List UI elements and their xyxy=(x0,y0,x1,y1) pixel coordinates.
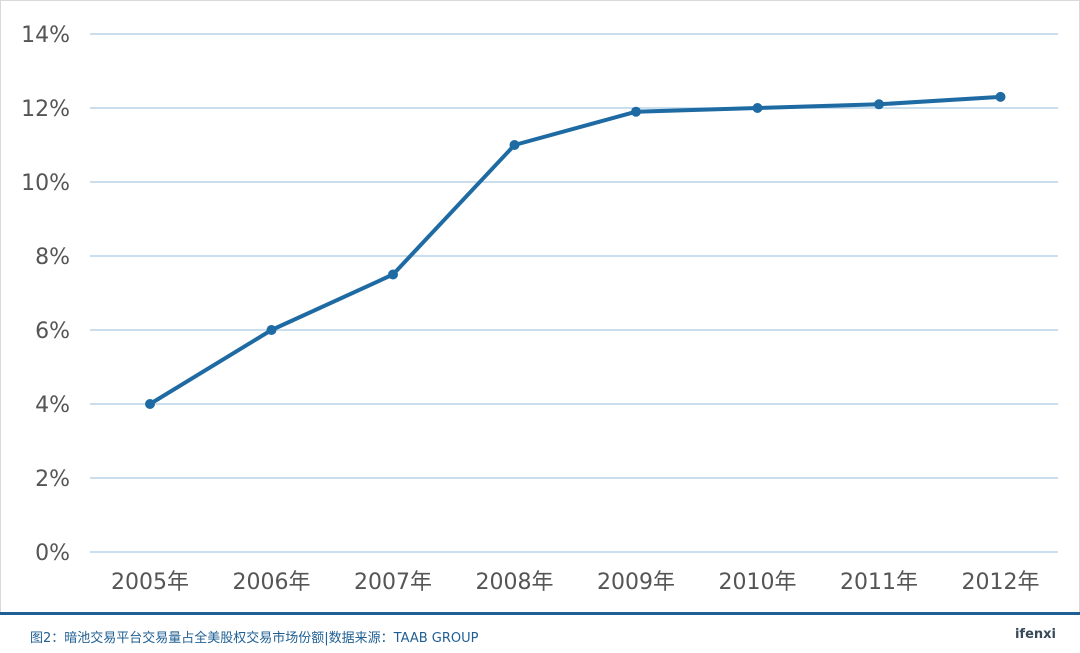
grid-lines xyxy=(90,33,1058,553)
series-line xyxy=(148,94,1003,406)
footer-rule xyxy=(0,612,1080,615)
x-tick-label: 2006年 xyxy=(233,570,311,595)
y-tick-label: 6% xyxy=(35,319,70,344)
y-tick-label: 10% xyxy=(21,171,70,196)
y-tick-label: 12% xyxy=(21,97,70,122)
x-tick-label: 2010年 xyxy=(719,570,797,595)
y-tick-label: 4% xyxy=(35,393,70,418)
y-tick-label: 0% xyxy=(35,541,70,566)
x-tick-label: 2008年 xyxy=(476,570,554,595)
series-layer xyxy=(145,91,1006,409)
data-point xyxy=(631,106,641,117)
data-point xyxy=(752,103,763,113)
y-axis-ticks: 0% 2% 4% 6% 8% 10% 12% 14% xyxy=(21,23,70,566)
data-point xyxy=(145,399,155,409)
footer: 图2：暗池交易平台交易量占全美股权交易市场份额|数据来源：TAAB GROUP … xyxy=(0,615,1080,653)
y-tick-label: 14% xyxy=(21,23,70,48)
x-tick-label: 2009年 xyxy=(597,570,675,595)
x-tick-label: 2007年 xyxy=(354,570,432,595)
x-tick-label: 2012年 xyxy=(962,570,1040,595)
data-point xyxy=(388,269,398,280)
data-point xyxy=(266,325,277,335)
x-tick-label: 2005年 xyxy=(111,570,189,595)
data-point xyxy=(874,99,884,110)
data-point xyxy=(509,140,520,150)
data-point xyxy=(995,91,1006,102)
figure-caption: 图2：暗池交易平台交易量占全美股权交易市场份额|数据来源：TAAB GROUP xyxy=(30,631,479,646)
x-tick-label: 2011年 xyxy=(840,570,918,595)
x-axis-ticks: 2005年 2006年 2007年 2008年 2009年 2010年 2011年 2012年 xyxy=(111,570,1040,595)
y-tick-label: 2% xyxy=(35,467,70,492)
brand-logo-text: ifenxi xyxy=(1014,627,1056,642)
line-chart: 0% 2% 4% 6% 8% 10% 12% 14% 2005年 2006年 2007年 2008年… xyxy=(21,23,1058,595)
y-tick-label: 8% xyxy=(35,245,70,270)
